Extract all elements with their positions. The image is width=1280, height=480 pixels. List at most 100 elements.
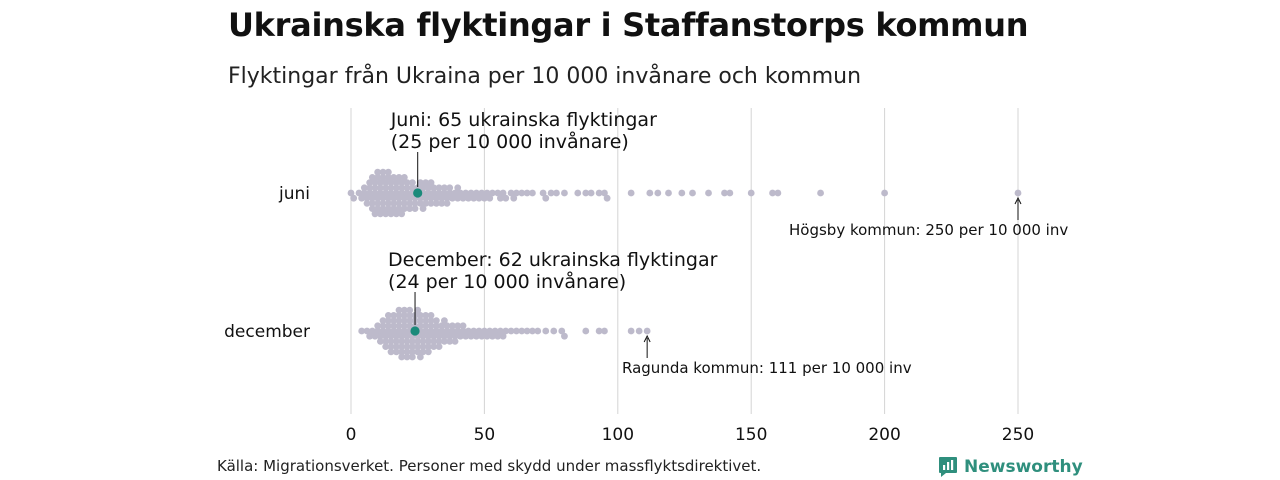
data-point — [382, 332, 390, 340]
data-point — [427, 179, 435, 187]
data-point — [561, 332, 568, 340]
data-point — [448, 194, 456, 202]
data-point — [459, 322, 467, 330]
data-point — [534, 327, 542, 335]
data-point — [529, 327, 536, 335]
data-point — [368, 327, 376, 335]
data-point — [470, 327, 478, 335]
data-point — [374, 200, 382, 207]
data-point — [363, 327, 371, 335]
data-point — [382, 179, 390, 187]
data-point — [483, 332, 491, 340]
data-point — [366, 189, 374, 197]
data-point — [489, 189, 496, 197]
data-point — [376, 338, 384, 345]
data-point — [408, 353, 416, 361]
data-point — [379, 174, 387, 181]
data-point — [432, 200, 440, 207]
data-point — [432, 322, 440, 330]
data-point — [747, 189, 755, 197]
chart-logo-icon — [939, 457, 957, 477]
data-point — [395, 200, 403, 207]
data-point — [382, 210, 390, 218]
data-point — [395, 327, 403, 335]
data-point — [416, 179, 424, 187]
data-point — [406, 312, 414, 319]
data-point — [384, 327, 392, 335]
data-point — [374, 322, 382, 330]
chart-subtitle: Flyktingar från Ukraina per 10 000 invån… — [228, 64, 862, 89]
data-point — [406, 322, 414, 330]
data-point — [358, 194, 366, 202]
data-point — [448, 322, 456, 330]
data-point — [376, 332, 384, 340]
data-point — [446, 332, 454, 340]
data-point — [382, 189, 390, 197]
data-point — [472, 189, 480, 197]
data-point — [398, 184, 406, 192]
x-tick-label: 50 — [474, 425, 496, 445]
data-point — [494, 189, 502, 197]
data-point — [427, 317, 435, 324]
data-point — [705, 189, 712, 197]
data-point — [379, 194, 387, 202]
data-point — [547, 189, 555, 197]
data-point — [678, 189, 686, 197]
data-point — [454, 327, 462, 335]
data-point — [398, 332, 406, 340]
data-point — [443, 322, 451, 330]
data-point — [513, 327, 520, 335]
data-point — [438, 200, 446, 207]
data-point — [414, 343, 422, 350]
data-point — [451, 189, 459, 197]
data-point — [443, 200, 451, 207]
data-point — [438, 322, 446, 330]
data-point — [456, 189, 464, 197]
data-point — [347, 189, 355, 197]
data-point — [486, 327, 494, 335]
data-point — [400, 200, 408, 207]
data-point — [408, 343, 416, 350]
data-point — [419, 348, 427, 356]
data-point — [406, 205, 414, 213]
data-point — [459, 194, 467, 202]
data-point — [416, 317, 424, 324]
data-point — [384, 317, 392, 324]
data-point — [513, 189, 520, 197]
data-point — [464, 194, 472, 202]
data-point — [416, 312, 424, 319]
category-label: juni — [278, 184, 310, 204]
data-point — [371, 210, 379, 218]
data-point — [635, 327, 643, 335]
data-point — [451, 338, 459, 345]
x-tick-label: 150 — [735, 425, 767, 445]
data-point — [446, 189, 454, 197]
data-point — [475, 194, 483, 202]
data-point — [721, 189, 728, 197]
data-point — [400, 322, 408, 330]
category-label: december — [224, 322, 310, 342]
data-point — [403, 332, 411, 340]
data-point — [398, 343, 406, 350]
data-point — [464, 327, 472, 335]
data-point — [507, 189, 515, 197]
data-point — [542, 194, 550, 202]
data-point — [499, 332, 507, 340]
data-point — [483, 189, 491, 197]
data-point — [387, 343, 395, 350]
data-point — [390, 200, 398, 207]
data-point — [400, 194, 408, 202]
data-point — [408, 338, 416, 345]
highlight-label: (25 per 10 000 invånare) — [391, 130, 629, 153]
data-point — [355, 189, 363, 197]
data-point — [366, 179, 374, 187]
data-point — [627, 189, 635, 197]
data-point — [665, 189, 672, 197]
data-point — [387, 338, 395, 345]
data-point — [403, 179, 411, 187]
highlight-point — [413, 188, 423, 198]
data-point — [427, 327, 435, 335]
data-point — [395, 194, 403, 202]
data-point — [435, 184, 443, 192]
